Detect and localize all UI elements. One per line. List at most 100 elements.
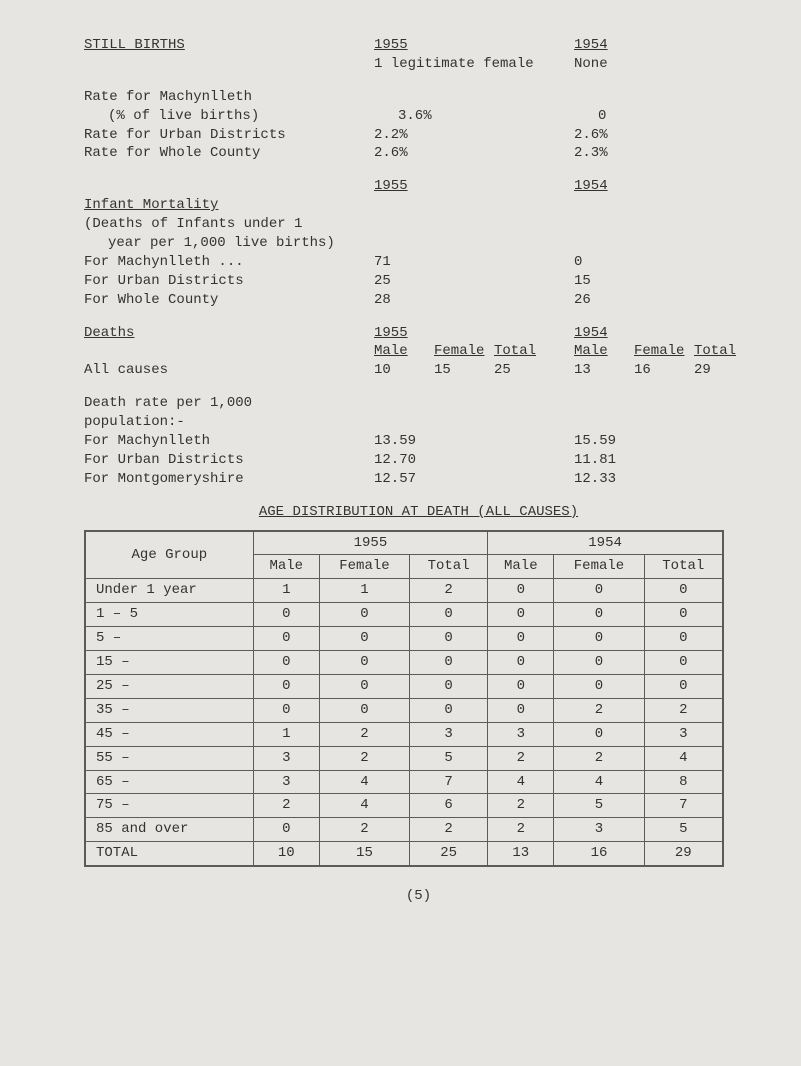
col-total-55: Total: [494, 342, 554, 361]
age-cell: 7: [410, 770, 488, 794]
age-cell: 0: [644, 579, 723, 603]
rate-v55: 2.6%: [374, 144, 574, 163]
age-total-f55: 15: [319, 842, 409, 866]
age-cell: 0: [554, 579, 644, 603]
age-cell: 0: [410, 698, 488, 722]
col-female-54: Female: [634, 342, 694, 361]
deathrate-label: For Machynlleth: [84, 432, 374, 451]
all-f55: 15: [434, 361, 494, 380]
age-cell: 4: [644, 746, 723, 770]
deathrate-v54: 15.59: [574, 432, 714, 451]
deathrate-label2: population:-: [84, 413, 753, 432]
age-group-header: Age Group: [85, 531, 253, 579]
age-cell: 0: [488, 579, 554, 603]
age-row-label: 65 –: [85, 770, 253, 794]
legit-right: None: [574, 55, 714, 74]
rate-label: Rate for Machynlleth: [84, 88, 374, 107]
age-1955: 1955: [253, 531, 488, 555]
age-cell: 2: [410, 818, 488, 842]
col-total-54: Total: [694, 342, 754, 361]
age-cell: 2: [319, 818, 409, 842]
rate-v55: 2.2%: [374, 126, 574, 145]
infant-v55: 28: [374, 291, 574, 310]
rate-v54: 2.6%: [574, 126, 714, 145]
page: STILL BIRTHS 1955 1954 1 legitimate fema…: [0, 0, 801, 1066]
age-cell: 0: [319, 698, 409, 722]
age-row-label: 85 and over: [85, 818, 253, 842]
deathrate-v54: 11.81: [574, 451, 714, 470]
age-row-label: 55 –: [85, 746, 253, 770]
age-cell: 0: [644, 651, 723, 675]
age-cell: 4: [554, 770, 644, 794]
deathrate-rows: For Machynlleth13.5915.59 For Urban Distr…: [84, 432, 753, 489]
age-cell: 2: [319, 722, 409, 746]
all-causes-label: All causes: [84, 361, 374, 380]
deathrate-v54: 12.33: [574, 470, 714, 489]
infant-v54: 0: [574, 253, 714, 272]
age-cell: 0: [253, 627, 319, 651]
deathrate-v55: 13.59: [374, 432, 574, 451]
age-cell: 7: [644, 794, 723, 818]
age-table: Age Group 1955 1954 Male Female Total Ma…: [84, 530, 724, 867]
age-1954: 1954: [488, 531, 723, 555]
col-male-54: Male: [574, 342, 634, 361]
age-cell: 0: [410, 674, 488, 698]
page-number: (5): [84, 887, 753, 906]
age-sub-f54: Female: [554, 555, 644, 579]
age-sub-t55: Total: [410, 555, 488, 579]
infant-label: For Machynlleth ...: [84, 253, 374, 272]
age-cell: 0: [554, 674, 644, 698]
age-cell: 1: [253, 579, 319, 603]
age-cell: 0: [554, 627, 644, 651]
age-cell: 0: [488, 651, 554, 675]
year-1954-b: 1954: [574, 177, 714, 196]
col-female-55: Female: [434, 342, 494, 361]
age-row-label: 1 – 5: [85, 603, 253, 627]
age-cell: 3: [253, 770, 319, 794]
rate-sublabel: (% of live births): [84, 107, 398, 126]
age-cell: 0: [488, 674, 554, 698]
rate-label: Rate for Urban Districts: [84, 126, 374, 145]
age-cell: 4: [319, 770, 409, 794]
year-1955: 1955: [374, 36, 574, 55]
age-row-label: 75 –: [85, 794, 253, 818]
age-cell: 2: [554, 698, 644, 722]
age-row-label: 45 –: [85, 722, 253, 746]
deathrate-v55: 12.70: [374, 451, 574, 470]
age-total-label: TOTAL: [85, 842, 253, 866]
age-row-label: 15 –: [85, 651, 253, 675]
age-cell: 1: [319, 579, 409, 603]
all-f54: 16: [634, 361, 694, 380]
all-t54: 29: [694, 361, 754, 380]
infant-sub1: (Deaths of Infants under 1: [84, 215, 753, 234]
age-cell: 0: [253, 603, 319, 627]
age-cell: 0: [488, 603, 554, 627]
age-sub-f55: Female: [319, 555, 409, 579]
age-cell: 5: [644, 818, 723, 842]
age-cell: 0: [253, 651, 319, 675]
infant-sub2: year per 1,000 live births): [84, 234, 753, 253]
infant-v54: 15: [574, 272, 714, 291]
age-cell: 2: [488, 746, 554, 770]
age-cell: 0: [410, 627, 488, 651]
age-cell: 2: [253, 794, 319, 818]
age-cell: 3: [488, 722, 554, 746]
age-cell: 0: [554, 651, 644, 675]
year-1954: 1954: [574, 36, 714, 55]
deathrate-label: For Urban Districts: [84, 451, 374, 470]
legit-left: 1 legitimate female: [374, 55, 574, 74]
age-dist-title: AGE DISTRIBUTION AT DEATH (ALL CAUSES): [84, 503, 753, 522]
age-cell: 1: [253, 722, 319, 746]
age-cell: 0: [319, 603, 409, 627]
age-cell: 0: [253, 818, 319, 842]
rate-label: Rate for Whole County: [84, 144, 374, 163]
age-row-label: 25 –: [85, 674, 253, 698]
age-cell: 6: [410, 794, 488, 818]
age-total-m54: 13: [488, 842, 554, 866]
all-t55: 25: [494, 361, 554, 380]
age-cell: 0: [644, 627, 723, 651]
age-cell: 0: [554, 603, 644, 627]
age-cell: 3: [644, 722, 723, 746]
age-cell: 0: [488, 698, 554, 722]
age-row-label: Under 1 year: [85, 579, 253, 603]
